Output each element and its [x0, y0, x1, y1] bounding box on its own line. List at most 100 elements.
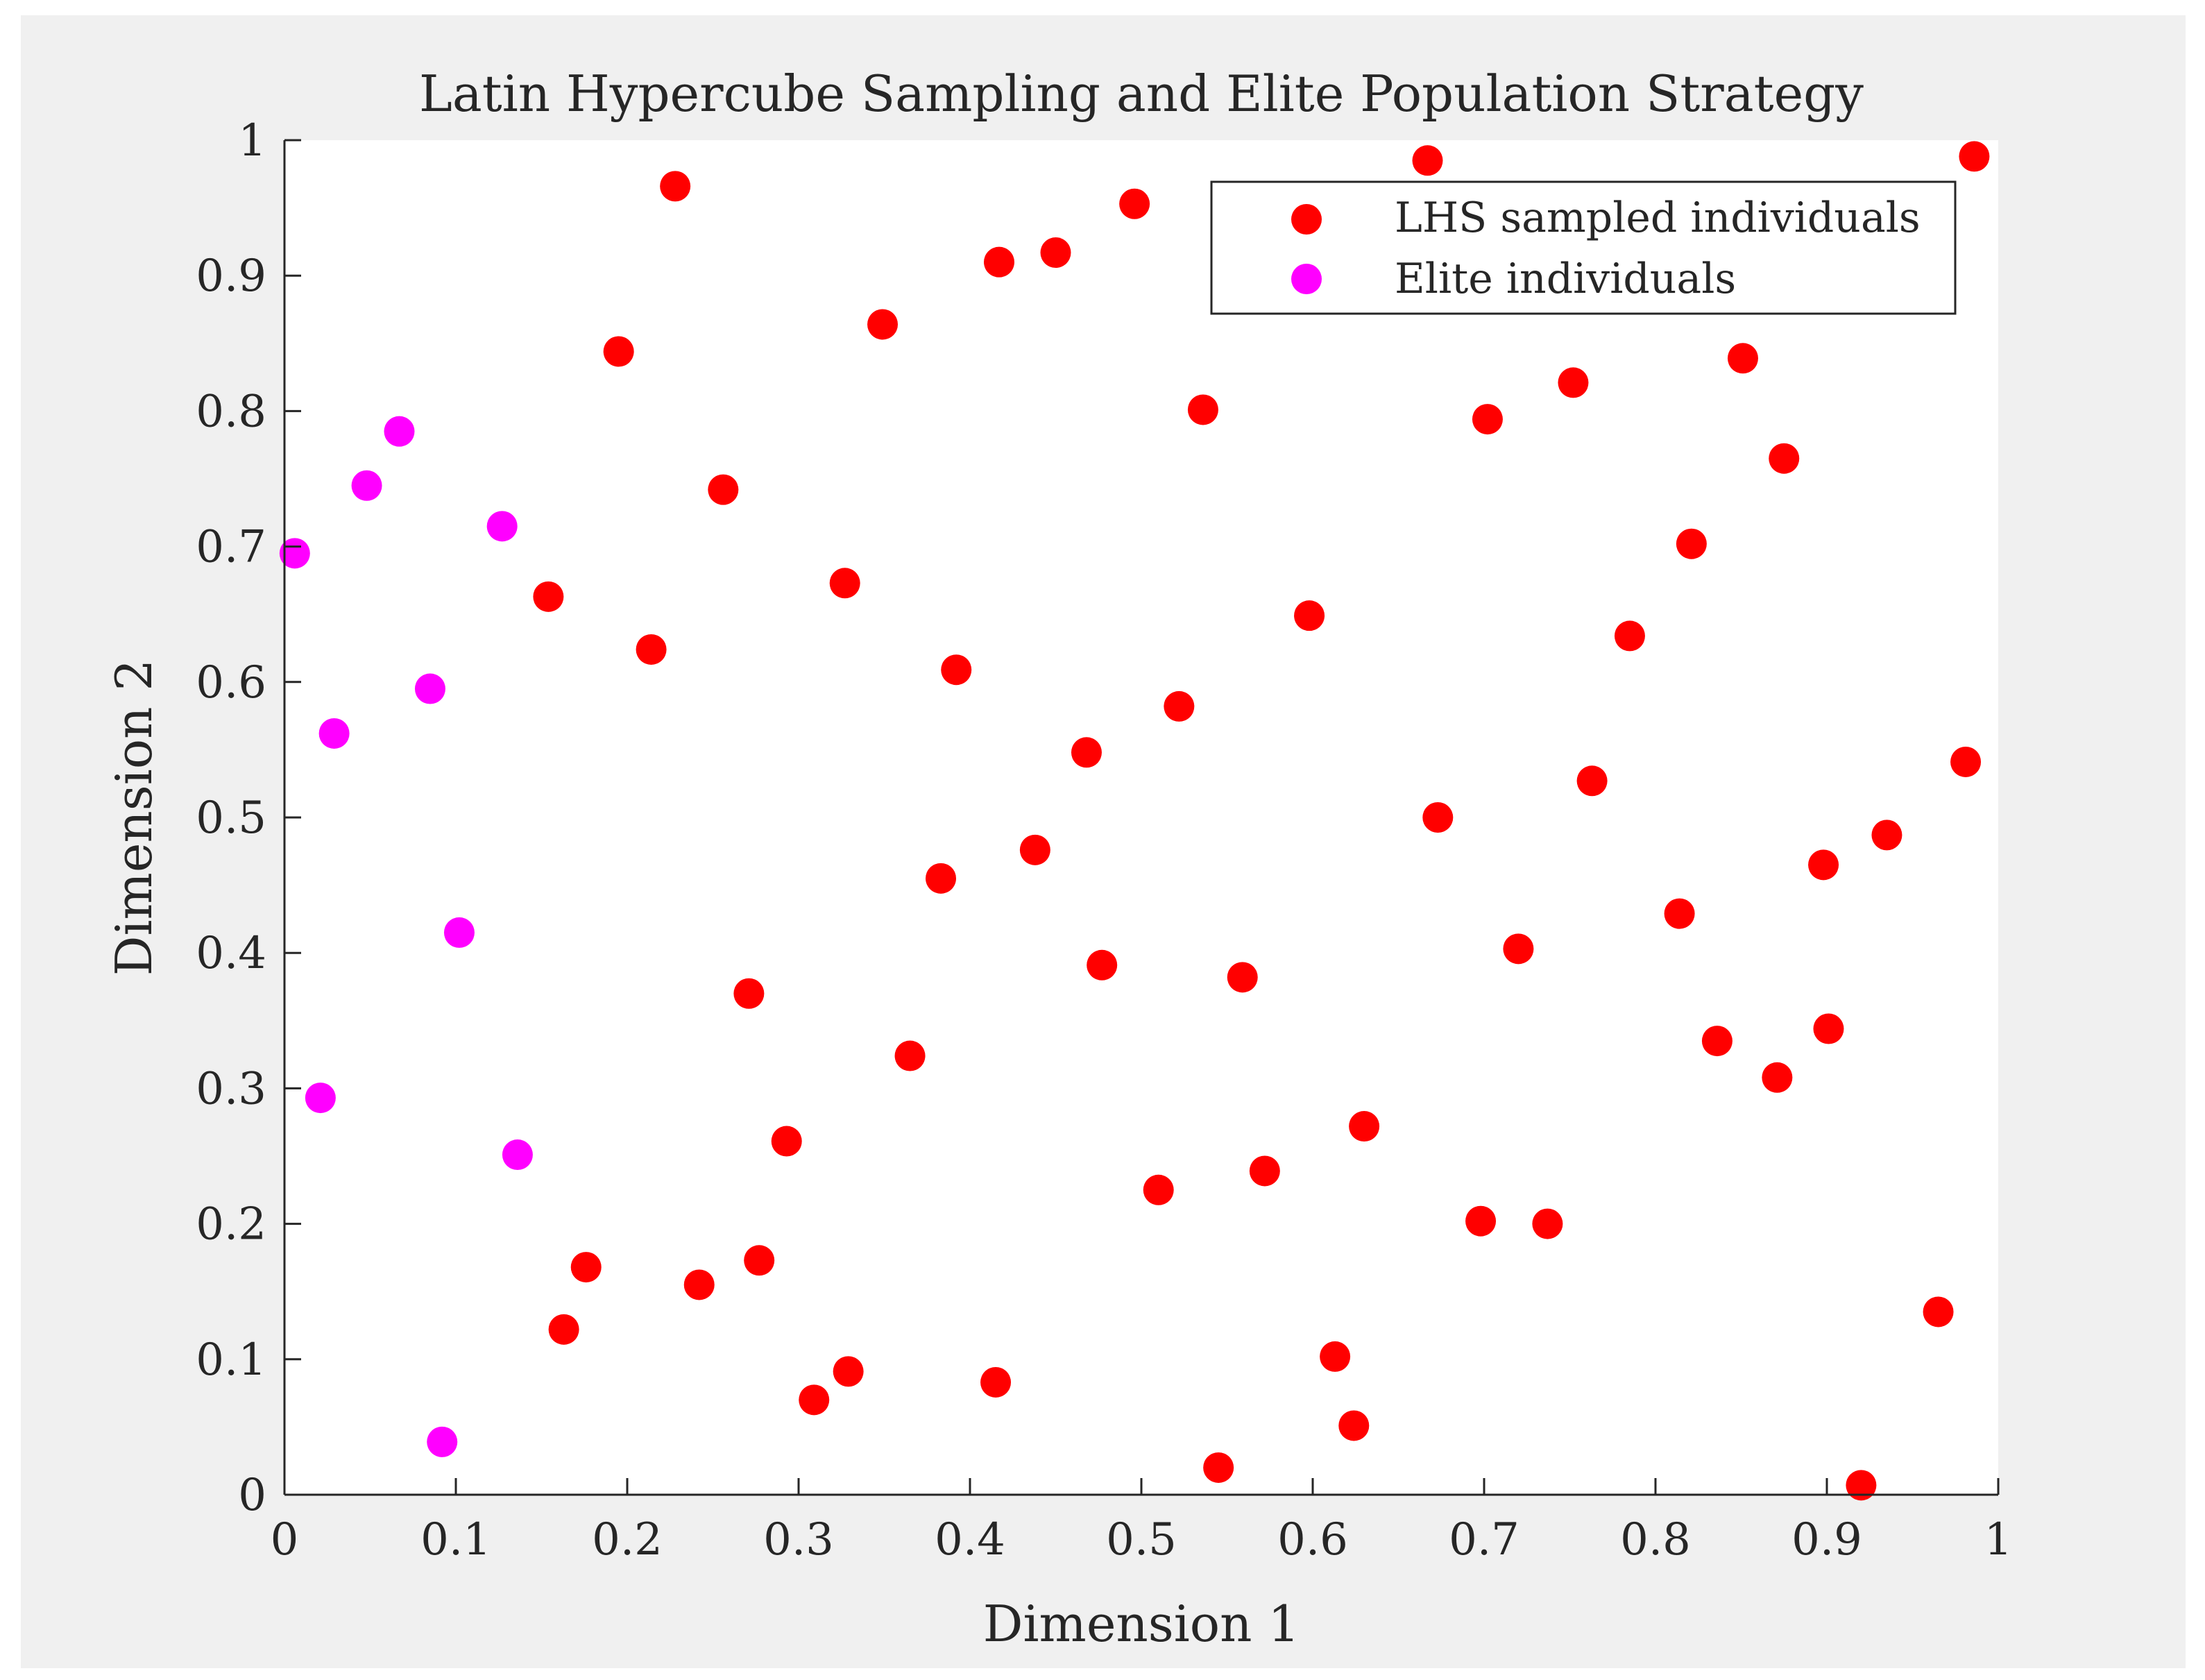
- lhs-point: [926, 863, 957, 894]
- lhs-point: [603, 336, 634, 367]
- x-tick-label: 0: [271, 1514, 299, 1566]
- lhs-point: [733, 978, 765, 1009]
- lhs-point: [570, 1252, 602, 1283]
- plot-area: [284, 140, 1998, 1495]
- y-axis-ticks: 0 0.1 0.2 0.3 0.4 0.5 0.6 0.7 0.8 0.9 1: [196, 115, 301, 1521]
- lhs-point: [1472, 404, 1503, 435]
- lhs-point: [1203, 1452, 1234, 1483]
- elite-point: [414, 673, 445, 704]
- legend-label-lhs: LHS sampled individuals: [1395, 194, 1921, 242]
- x-tick-label: 0.9: [1791, 1514, 1862, 1566]
- y-tick-label: 0.9: [196, 251, 266, 302]
- lhs-point: [829, 568, 860, 599]
- lhs-point: [1338, 1410, 1370, 1441]
- legend-marker-elite: [1291, 264, 1322, 294]
- y-tick-label: 0.2: [196, 1199, 266, 1250]
- y-tick-label: 1: [238, 115, 266, 167]
- lhs-point: [1959, 141, 1990, 172]
- legend-box: [1210, 180, 1957, 315]
- elite-point: [305, 1083, 336, 1114]
- lhs-point: [833, 1356, 864, 1387]
- lhs-point: [660, 171, 691, 202]
- x-tick-label: 0.5: [1106, 1514, 1177, 1566]
- lhs-point: [1576, 765, 1608, 797]
- lhs-point: [894, 1040, 926, 1071]
- lhs-point: [1614, 620, 1645, 652]
- lhs-point: [708, 474, 739, 505]
- x-tick-label: 0.6: [1277, 1514, 1348, 1566]
- legend: LHS sampled individuals Elite individual…: [1210, 180, 1957, 315]
- lhs-point: [1119, 188, 1150, 219]
- lhs-point: [983, 246, 1014, 278]
- x-axis-ticks: 0 0.1 0.2 0.3 0.4 0.5 0.6 0.7 0.8 0.9 1: [271, 1478, 2013, 1566]
- lhs-point: [1813, 1013, 1844, 1044]
- lhs-point: [799, 1384, 830, 1416]
- elite-point: [427, 1426, 458, 1457]
- lhs-point: [1762, 1062, 1793, 1093]
- y-tick-label: 0.7: [196, 522, 266, 573]
- lhs-point: [1087, 949, 1118, 981]
- x-axis-label: Dimension 1: [983, 1595, 1300, 1653]
- lhs-point: [636, 634, 667, 665]
- lhs-point: [1040, 237, 1071, 269]
- lhs-point: [683, 1269, 715, 1300]
- x-tick-label: 0.8: [1620, 1514, 1691, 1566]
- lhs-point: [1349, 1111, 1380, 1142]
- points-layer: [279, 141, 1990, 1501]
- lhs-point: [1422, 802, 1454, 833]
- x-tick-label: 0.1: [420, 1514, 491, 1566]
- y-tick-label: 0.8: [196, 386, 266, 437]
- lhs-point: [1923, 1296, 1954, 1327]
- lhs-point: [1769, 443, 1800, 474]
- lhs-point: [1727, 343, 1758, 374]
- x-tick-label: 1: [1984, 1514, 2013, 1566]
- lhs-point: [1871, 820, 1902, 851]
- lhs-point: [1846, 1470, 1877, 1501]
- lhs-point: [1071, 737, 1102, 768]
- y-axis-label: Dimension 2: [105, 659, 163, 976]
- lhs-point: [1950, 746, 1982, 777]
- chart-title: Latin Hypercube Sampling and Elite Popul…: [419, 65, 1864, 123]
- lhs-point: [1019, 834, 1050, 865]
- lhs-point: [867, 309, 899, 340]
- lhs-point: [1249, 1155, 1280, 1187]
- x-tick-label: 0.7: [1449, 1514, 1519, 1566]
- lhs-point: [1701, 1026, 1732, 1057]
- lhs-point: [1558, 367, 1589, 398]
- y-tick-label: 0.5: [196, 792, 266, 844]
- lhs-point: [1227, 962, 1258, 993]
- lhs-point: [1465, 1205, 1497, 1237]
- x-tick-label: 0.2: [592, 1514, 663, 1566]
- x-tick-label: 0.3: [763, 1514, 834, 1566]
- legend-label-elite: Elite individuals: [1395, 255, 1736, 303]
- lhs-point: [548, 1314, 579, 1345]
- lhs-point: [1164, 690, 1195, 722]
- legend-marker-lhs: [1291, 204, 1322, 235]
- lhs-point: [533, 581, 564, 612]
- elite-point: [384, 416, 415, 447]
- lhs-point: [1320, 1341, 1351, 1372]
- lhs-point: [1503, 933, 1534, 965]
- elite-point: [443, 917, 475, 948]
- elite-point: [486, 511, 518, 542]
- lhs-point: [1412, 145, 1443, 176]
- y-tick-label: 0: [238, 1470, 266, 1521]
- lhs-point: [1676, 528, 1707, 559]
- lhs-point: [1664, 898, 1695, 929]
- x-tick-label: 0.4: [935, 1514, 1005, 1566]
- y-tick-label: 0.4: [196, 928, 266, 979]
- elite-point: [351, 470, 382, 501]
- y-tick-label: 0.1: [196, 1334, 266, 1386]
- lhs-point: [1808, 849, 1839, 881]
- lhs-point: [744, 1245, 775, 1276]
- elite-point: [318, 718, 350, 749]
- lhs-point: [1532, 1208, 1563, 1239]
- y-tick-label: 0.3: [196, 1063, 266, 1114]
- y-tick-label: 0.6: [196, 657, 266, 709]
- elite-point: [502, 1139, 533, 1171]
- lhs-point: [771, 1126, 802, 1157]
- lhs-point: [941, 654, 972, 686]
- lhs-point: [1187, 394, 1218, 425]
- lhs-point: [1294, 600, 1325, 631]
